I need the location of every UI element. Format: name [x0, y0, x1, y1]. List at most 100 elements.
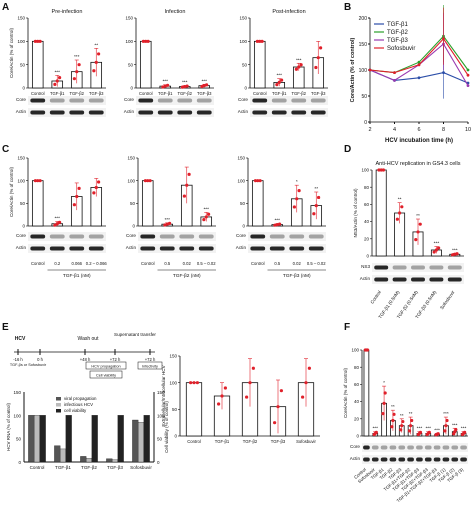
bar-chart-a: 0 50 100 150 Pre-infection Core/Actin (% of c…: [9, 9, 106, 96]
blot-band: [179, 234, 195, 239]
data-point: [294, 67, 298, 71]
data-point: [182, 194, 186, 198]
y2-tick-label: 0: [157, 460, 160, 465]
data-point: [437, 246, 441, 250]
significance-label: **: [391, 404, 395, 410]
blot-band: [179, 246, 195, 251]
blot-band: [451, 457, 459, 462]
blot-c2: [248, 232, 326, 241]
series-point: [466, 68, 470, 72]
y-tick-label: 150: [13, 390, 21, 395]
blot-band: [30, 110, 46, 115]
data-point: [316, 56, 320, 60]
bar: [251, 180, 264, 227]
category-label: TGF-β2: [243, 439, 258, 444]
series-point: [393, 79, 396, 82]
significance-label: **: [416, 213, 420, 219]
y-tick-label: 0: [174, 434, 177, 439]
bar: [85, 458, 93, 463]
category-label: TGF-β3: [311, 91, 326, 96]
data-point: [445, 418, 449, 423]
data-point: [299, 63, 303, 67]
significance-label: ***: [434, 241, 440, 247]
category-label: TGF-β2: [81, 465, 97, 470]
blot-band: [30, 234, 46, 239]
blot-c1: [138, 232, 216, 241]
y-axis-label: Core/Actin (% of control): [9, 28, 14, 79]
data-point: [427, 430, 431, 434]
data-point: [304, 381, 308, 385]
blot-band: [374, 277, 389, 282]
timeline-e: -16 h 0 h +48 h +72 h +72 h HCV Wash out Supern…: [10, 332, 163, 379]
blot-band: [250, 246, 266, 251]
data-point: [53, 82, 57, 86]
panel-letter-e: E: [2, 322, 9, 333]
panel-letter-c: C: [2, 144, 9, 155]
data-point: [72, 77, 76, 81]
blot-band: [407, 457, 414, 462]
y-tick-label: 50: [20, 62, 26, 67]
data-point: [258, 179, 262, 183]
blot-band: [252, 110, 268, 115]
timeline-label: Infectivity: [142, 365, 158, 369]
y-axis-label: HCV RNA (% of control): [6, 402, 11, 451]
data-point: [141, 39, 145, 43]
blot-d: [372, 263, 464, 272]
legend-label: TGF-β1: [387, 22, 408, 28]
significance-label: ***: [274, 218, 280, 224]
panel-letter-b: B: [344, 2, 351, 13]
significance-label: ***: [201, 78, 207, 84]
category-label: Control: [31, 91, 45, 96]
group-label: TGF-β2 (nM): [173, 273, 201, 279]
category-label: Control: [251, 261, 265, 266]
x-tick-label: 8: [442, 127, 445, 133]
blot-band: [363, 445, 370, 450]
blot-band: [88, 98, 104, 103]
bar: [39, 415, 46, 463]
series-point: [466, 73, 470, 77]
blot-band: [250, 234, 266, 239]
data-point: [400, 424, 404, 428]
blot-row-label: Core: [238, 97, 248, 102]
y-tick-label: 80: [354, 365, 360, 370]
blot-a2: [250, 108, 328, 117]
legend-label: infectious HCV: [64, 402, 93, 407]
data-point: [166, 83, 170, 87]
significance-label: **: [94, 42, 98, 48]
blot-row-label: Core: [16, 233, 26, 238]
blot-band: [398, 457, 406, 462]
category-label: TGF-β3: [107, 465, 123, 470]
y-axis-label: Core/Actin (% of control): [350, 37, 356, 102]
blot-band: [177, 98, 193, 103]
blot-band: [196, 110, 212, 115]
data-point: [92, 69, 96, 73]
blot-a0: [28, 108, 106, 117]
data-point: [418, 222, 422, 226]
data-point: [168, 221, 172, 225]
blot-row-label: Actin: [350, 456, 361, 461]
data-point: [454, 428, 458, 432]
data-point: [33, 179, 37, 183]
y-tick-label: 50: [240, 201, 246, 206]
blot-band: [157, 98, 173, 103]
legend-label: TGF-β2: [387, 30, 408, 36]
category-label: Control: [30, 465, 45, 470]
data-point: [280, 78, 284, 82]
blot-band: [138, 98, 154, 103]
blot-band: [371, 457, 379, 462]
significance-label: ***: [461, 426, 467, 432]
y-tick-label: 100: [17, 178, 25, 183]
bar: [111, 459, 119, 463]
blot-band: [291, 110, 307, 115]
group-label: TGF-β1 (nM): [63, 273, 91, 279]
significance-label: ***: [74, 54, 80, 60]
significance-label: ***: [443, 411, 449, 417]
data-point: [223, 386, 227, 390]
y-tick-label: 150: [17, 16, 25, 21]
data-point: [381, 412, 385, 416]
series-line: [369, 35, 469, 74]
timeline-label: Wash out: [78, 336, 100, 342]
bar: [143, 415, 150, 463]
bar: [137, 422, 145, 463]
